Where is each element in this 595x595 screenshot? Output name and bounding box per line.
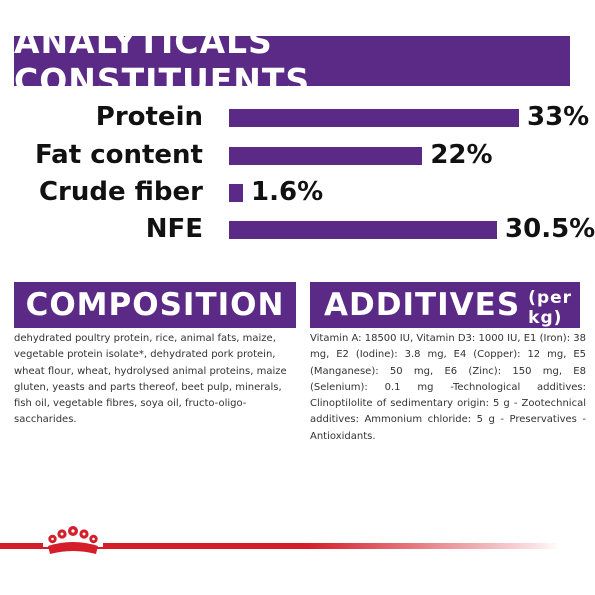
analytics-row-value: 22% xyxy=(430,140,493,170)
analytics-row-value: 33% xyxy=(527,102,590,132)
analytics-row: Protein 33% xyxy=(0,101,595,133)
analytics-row-bar xyxy=(229,147,423,165)
analytics-row-bar xyxy=(229,184,244,202)
composition-text: dehydrated poultry protein, rice, animal… xyxy=(14,333,287,426)
analytics-title-banner: ANALYTICALS CONSTITUENTS xyxy=(14,22,570,100)
composition-title: COMPOSITION xyxy=(25,287,285,323)
analytics-row-label: Crude fiber xyxy=(38,177,203,207)
analytics-row-label: NFE xyxy=(145,214,203,244)
analytics-row-bar xyxy=(229,109,519,127)
additives-title-banner: ADDITIVES (per kg) xyxy=(310,282,580,328)
analytics-row: NFE 30.5% xyxy=(0,213,595,245)
footer-brand-line xyxy=(0,543,560,549)
royal-canin-crown-icon xyxy=(43,526,103,554)
analytics-row-value: 1.6% xyxy=(251,177,324,207)
analytics-title: ANALYTICALS CONSTITUENTS xyxy=(14,22,311,100)
analytics-row-value: 30.5% xyxy=(505,214,595,244)
analytics-row-bar xyxy=(229,221,498,239)
additives-text: Vitamin A: 18500 IU, Vitamin D3: 1000 IU… xyxy=(310,333,586,442)
analytics-row-label: Fat content xyxy=(34,140,203,170)
analytics-row-label: Protein xyxy=(95,102,203,132)
analytics-row: Crude fiber 1.6% xyxy=(0,176,595,208)
analytics-row: Fat content 22% xyxy=(0,139,595,171)
composition-title-banner: COMPOSITION xyxy=(14,282,296,328)
additives-title: ADDITIVES xyxy=(324,287,521,323)
additives-subtitle: (per kg) xyxy=(528,288,573,328)
